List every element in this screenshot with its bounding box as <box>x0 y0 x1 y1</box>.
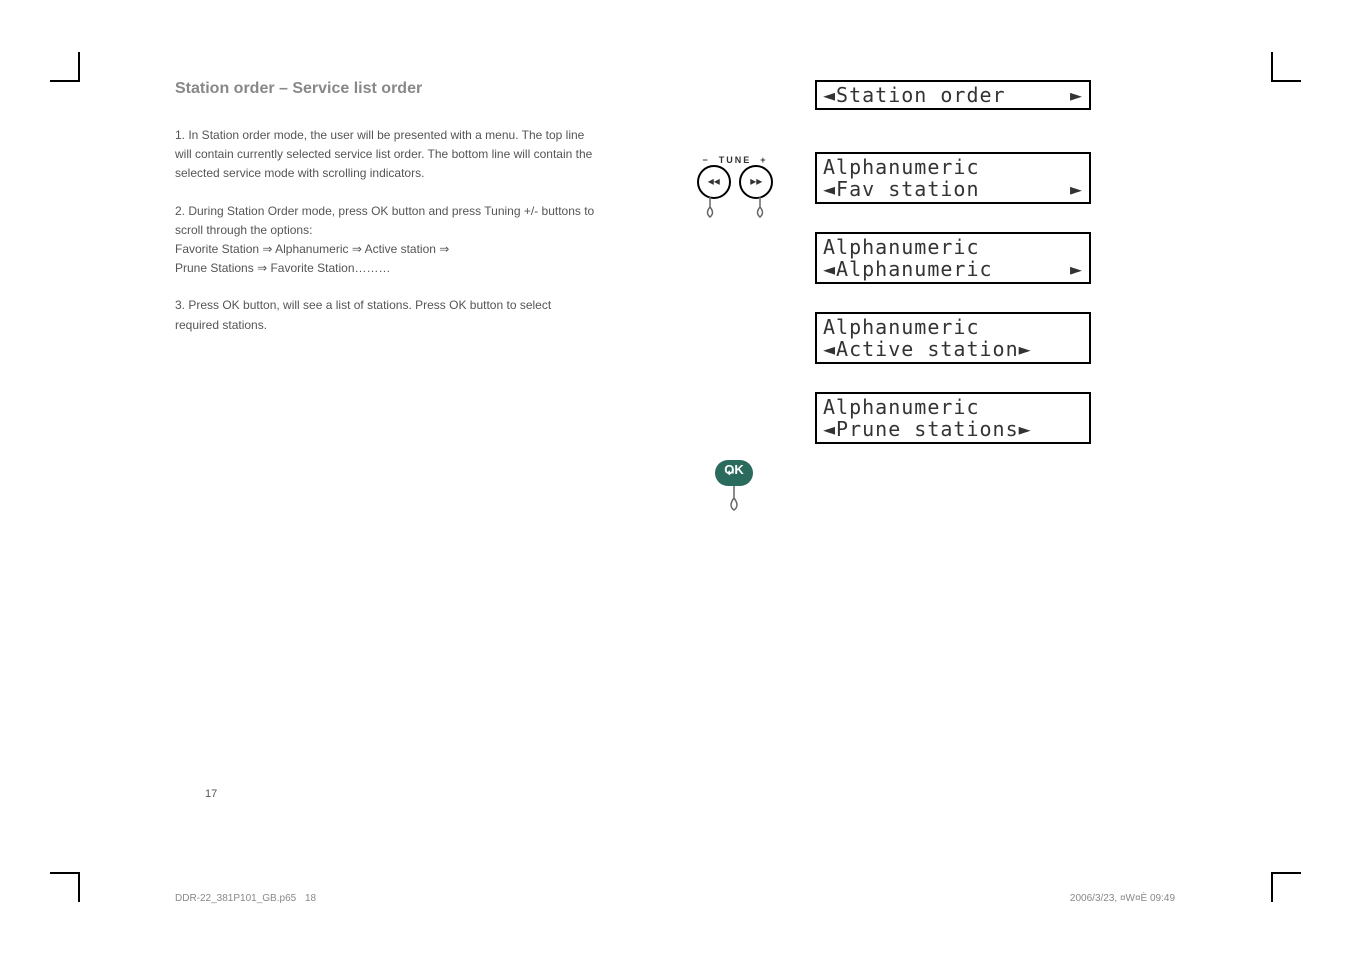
lcd-arrow-left-icon: ◄ <box>823 178 836 200</box>
lcd-text: Station order <box>836 84 1006 106</box>
lcd-text: Active station <box>836 338 1019 360</box>
next-track-icon: ▸▸ <box>739 165 773 199</box>
crop-mark <box>1271 872 1273 902</box>
lcd-arrow-right-icon: ► <box>1070 84 1083 106</box>
p2-intro: 2. During Station Order mode, press OK b… <box>175 204 594 237</box>
tune-buttons-icon: − TUNE + ◂◂ ▸▸ <box>685 155 785 221</box>
paragraph-3: 3. Press OK button, will see a list of s… <box>175 296 595 334</box>
chain-text: Active station <box>365 242 440 256</box>
prev-track-icon: ◂◂ <box>697 165 731 199</box>
footer-timestamp: 2006/3/23, ¤W¤È 09:49 <box>1070 893 1175 904</box>
lcd-text: Alphanumeric <box>823 316 980 338</box>
crop-mark <box>1271 80 1301 82</box>
paragraph-1: 1. In Station order mode, the user will … <box>175 126 595 184</box>
ok-button-icon: OK ↵ <box>715 460 753 519</box>
lcd-arrow-left-icon: ◄ <box>823 84 836 106</box>
lcd-arrow-right-icon: ► <box>1019 418 1032 440</box>
crop-mark <box>78 52 80 82</box>
crop-mark <box>50 872 80 874</box>
arrow-icon: ⇒ <box>257 261 267 275</box>
hand-pointer-icon <box>697 195 723 221</box>
lcd-text: Prune stations <box>836 418 1019 440</box>
lcd-text: Alphanumeric <box>823 156 980 178</box>
chain-text: Alphanumeric <box>275 242 352 256</box>
lcd-arrow-left-icon: ◄ <box>823 338 836 360</box>
lcd-arrow-left-icon: ◄ <box>823 418 836 440</box>
paragraph-2: 2. During Station Order mode, press OK b… <box>175 202 595 279</box>
hand-pointer-icon <box>719 484 749 514</box>
page-content: Station order – Service list order 1. In… <box>175 80 1175 800</box>
body-column: 1. In Station order mode, the user will … <box>175 126 595 335</box>
crop-mark <box>1271 52 1273 82</box>
chain-text: Favorite Station <box>175 242 262 256</box>
tune-label: − TUNE + <box>685 155 785 165</box>
footer-filename: DDR-22_381P101_GB.p65 <box>175 893 296 904</box>
arrow-icon: ⇒ <box>262 242 272 256</box>
lcd-text: Fav station <box>836 178 979 200</box>
crop-mark <box>1271 872 1301 874</box>
lcd-arrow-left-icon: ◄ <box>823 258 836 280</box>
page-number: 17 <box>205 788 217 800</box>
crop-mark <box>78 872 80 902</box>
chain-text: Favorite Station……… <box>270 261 390 275</box>
hand-pointer-icon <box>747 195 773 221</box>
lcd-arrow-right-icon: ► <box>1070 178 1083 200</box>
lcd-text: Alphanumeric <box>836 258 993 280</box>
footer-page: 18 <box>305 893 316 904</box>
arrow-icon: ⇒ <box>439 242 449 256</box>
arrow-icon: ⇒ <box>352 242 362 256</box>
lcd-text: Alphanumeric <box>823 396 980 418</box>
lcd-arrow-right-icon: ► <box>1019 338 1032 360</box>
lcd-text: Alphanumeric <box>823 236 980 258</box>
crop-mark <box>50 80 80 82</box>
footer: DDR-22_381P101_GB.p65 18 2006/3/23, ¤W¤È… <box>175 893 1175 904</box>
chain-text: Prune Stations <box>175 261 257 275</box>
p2-chain: Favorite Station ⇒ Alphanumeric ⇒ Active… <box>175 242 449 275</box>
lcd-arrow-right-icon: ► <box>1070 258 1083 280</box>
